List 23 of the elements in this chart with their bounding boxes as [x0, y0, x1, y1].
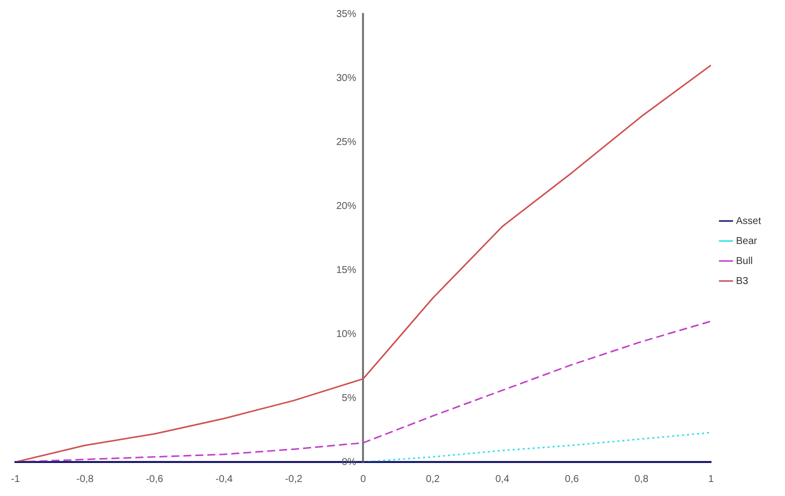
y-tick-label: 25% — [336, 136, 356, 148]
x-tick-label: 1 — [708, 474, 714, 485]
x-tick-label: -0,8 — [76, 474, 94, 485]
x-tick-label: 0,4 — [495, 474, 510, 485]
x-tick-label: -0,6 — [146, 474, 164, 485]
y-tick-label: 15% — [336, 264, 356, 276]
x-tick-label: 0,2 — [426, 474, 440, 485]
x-tick-label: -0,2 — [285, 474, 303, 485]
x-tick-label: 0,6 — [564, 474, 580, 485]
line-series — [362, 432, 711, 462]
legend-label: Bear — [736, 236, 758, 247]
x-tick-label: -0,4 — [215, 474, 234, 485]
y-tick-label: 35% — [336, 8, 356, 20]
x-tick-label: -1 — [10, 474, 20, 485]
legend-label: Bull — [736, 256, 753, 267]
x-tick-label: 0 — [360, 474, 366, 485]
legend-label: B3 — [736, 276, 749, 287]
y-tick-label: 30% — [336, 72, 356, 84]
x-tick-label: 0,8 — [634, 474, 649, 485]
y-tick-label: 5% — [342, 392, 356, 404]
y-tick-label: 20% — [336, 200, 356, 212]
y-tick-label: 10% — [336, 328, 356, 340]
legend-label: Asset — [736, 216, 762, 227]
